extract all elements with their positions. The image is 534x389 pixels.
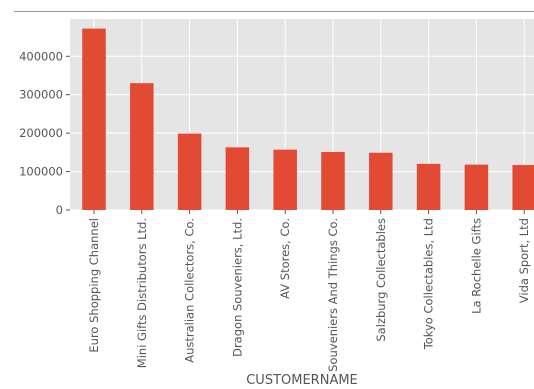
bar	[273, 149, 297, 210]
x-tick-label: AV Stores, Co.	[278, 218, 292, 299]
bar	[416, 163, 441, 210]
x-tick-label: Australian Collectors, Co.	[183, 218, 197, 363]
top-divider-line	[14, 11, 534, 12]
y-tick-label: 400000	[19, 49, 63, 63]
bar	[130, 83, 154, 210]
bar	[225, 147, 250, 210]
y-tick-label: 0	[56, 203, 63, 217]
x-axis-ticks: Euro Shopping Channel Mini Gifts Distribu…	[87, 210, 531, 372]
y-tick-label: 100000	[19, 165, 63, 179]
x-tick-label: Tokyo Collectables, Ltd	[422, 218, 436, 350]
bar	[512, 165, 534, 210]
bar	[321, 151, 345, 210]
y-tick-label: 300000	[19, 88, 63, 102]
x-tick-label: Salzburg Collectables	[374, 218, 388, 342]
x-tick-label: Euro Shopping Channel	[87, 218, 101, 353]
y-axis-ticks: 0 100000 200000 300000 400000	[19, 49, 70, 217]
bar	[177, 133, 202, 210]
x-tick-label: Vida Sport, Ltd	[517, 218, 531, 303]
bars	[82, 28, 534, 210]
bar	[369, 152, 393, 210]
x-axis-title: CUSTOMERNAME	[246, 373, 358, 388]
bar	[82, 28, 106, 210]
x-tick-label: Souveniers And Things Co.	[326, 218, 340, 372]
x-tick-label: La Rochelle Gifts	[469, 218, 483, 314]
x-tick-label: Dragon Souveniers, Ltd.	[230, 218, 244, 357]
bar	[464, 164, 489, 210]
x-tick-label: Mini Gifts Distributors Ltd.	[135, 218, 149, 368]
y-tick-label: 200000	[19, 126, 63, 140]
